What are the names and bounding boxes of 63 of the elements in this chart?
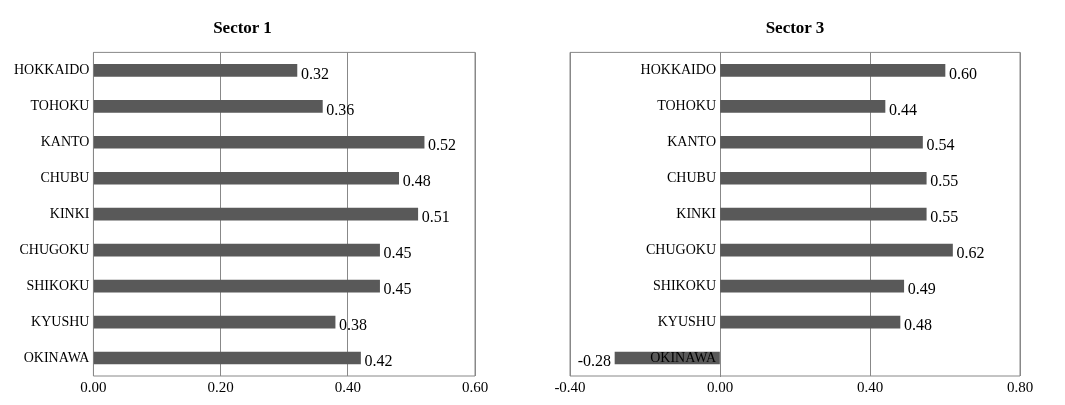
data-label: 0.44: [889, 100, 917, 118]
y-tick-label: SHIKOKU: [26, 277, 90, 293]
data-label: 0.42: [364, 352, 393, 370]
bar: [720, 315, 901, 329]
y-tick-label: KANTO: [667, 133, 716, 149]
y-tick-label: CHUGOKU: [646, 241, 716, 257]
x-tick-label: 0.20: [207, 378, 234, 395]
data-label: 0.52: [428, 136, 457, 154]
bar: [93, 315, 336, 329]
y-tick-label: KYUSHU: [31, 313, 90, 329]
bar: [720, 279, 905, 293]
x-tick-label: 0.60: [461, 378, 489, 395]
chart-title: Sector 3: [765, 17, 825, 37]
bar: [93, 100, 323, 113]
bar: [93, 207, 419, 221]
data-label: 0.48: [904, 316, 932, 334]
bar: [720, 135, 923, 149]
x-tick-label: 0.40: [334, 378, 361, 395]
bar: [720, 171, 927, 185]
y-tick-label: KANTO: [40, 133, 90, 149]
y-tick-label: TOHOKU: [30, 98, 90, 114]
bar: [93, 243, 380, 257]
y-tick-label: KINKI: [676, 205, 717, 221]
bar: [720, 243, 953, 257]
x-tick-label: 0.00: [80, 378, 107, 395]
chart-title: Sector 1: [213, 17, 272, 37]
y-tick-label: OKINAWA: [23, 349, 91, 365]
x-tick-label: 0.40: [856, 378, 884, 395]
data-label: 0.60: [949, 64, 977, 82]
x-tick-label: -0.40: [554, 378, 586, 395]
data-label: 0.45: [383, 280, 412, 298]
bar: [93, 64, 298, 77]
data-label: 0.51: [421, 208, 450, 226]
y-tick-label: CHUBU: [40, 169, 90, 185]
data-label: 0.55: [930, 172, 959, 190]
data-label: 0.48: [402, 172, 431, 190]
x-tick-label: 0.00: [706, 378, 734, 395]
bar: [720, 100, 886, 113]
bar: [93, 351, 361, 365]
y-tick-label: CHUGOKU: [19, 241, 90, 257]
y-tick-label: CHUBU: [666, 169, 716, 185]
bar: [93, 171, 400, 185]
data-label: 0.55: [930, 208, 959, 226]
data-label: 0.38: [339, 316, 368, 334]
y-tick-label: HOKKAIDO: [640, 62, 716, 78]
bar: [93, 279, 380, 293]
y-tick-label: KYUSHU: [657, 313, 716, 329]
data-label: 0.45: [383, 244, 412, 262]
y-tick-label: HOKKAIDO: [14, 62, 90, 78]
y-tick-label: OKINAWA: [650, 349, 717, 365]
bar: [93, 135, 425, 149]
y-tick-label: KINKI: [49, 205, 90, 221]
bar: [720, 64, 946, 77]
data-label: -0.28: [577, 352, 611, 370]
y-tick-label: TOHOKU: [657, 98, 716, 114]
x-tick-label: 0.80: [1006, 378, 1034, 395]
data-label: 0.49: [907, 280, 936, 298]
data-label: 0.62: [956, 244, 985, 262]
data-label: 0.32: [300, 64, 329, 82]
data-label: 0.36: [326, 100, 355, 118]
y-tick-label: SHIKOKU: [653, 277, 716, 293]
bar: [720, 207, 927, 221]
data-label: 0.54: [926, 136, 955, 154]
